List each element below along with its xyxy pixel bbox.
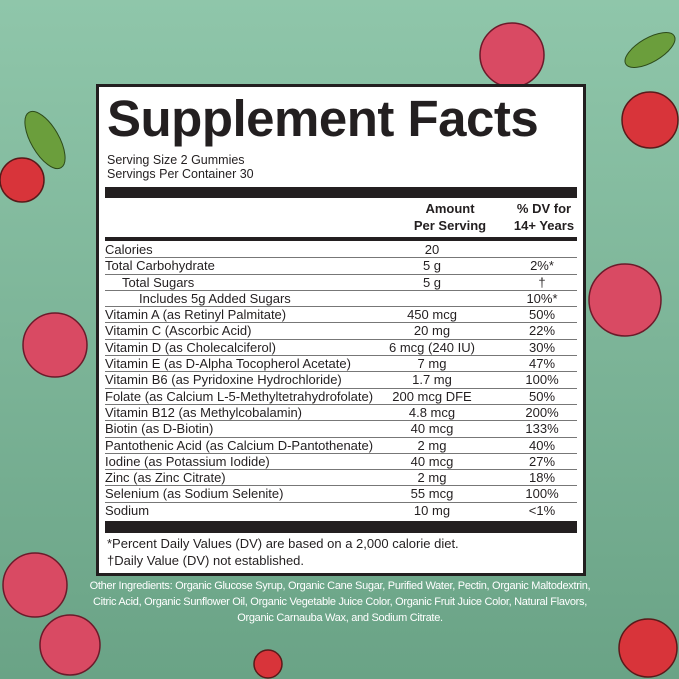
footnote-dagger: †Daily Value (DV) not established.	[107, 553, 305, 568]
nutrient-amount: 5 g	[422, 258, 442, 274]
nutrient-amount: 40 mcg	[410, 421, 454, 437]
table-row: Total Sugars 5 g †	[105, 275, 577, 291]
nutrient-dv: 47%	[528, 356, 556, 372]
table-row: Zinc (as Zinc Citrate) 2 mg 18%	[105, 470, 577, 487]
nutrient-dv: 200%	[525, 404, 559, 420]
nutrient-name: Zinc (as Zinc Citrate)	[105, 470, 226, 486]
raspberry-icon	[39, 614, 101, 676]
table-row: Sodium 10 mg <1%	[105, 503, 577, 519]
nutrient-amount: 450 mcg	[407, 307, 457, 323]
table-row: Total Carbohydrate 5 g 2%*	[105, 258, 577, 275]
table-row: Vitamin A (as Retinyl Palmitate) 450 mcg 5…	[105, 307, 577, 324]
nutrient-table: Calories 20 Total Carbohydrate 5 g 2%* Total …	[105, 242, 577, 519]
nutrient-name: Vitamin C (Ascorbic Acid)	[105, 323, 252, 339]
nutrient-amount: 2 mg	[417, 470, 447, 486]
amount-header: Amount Per Serving	[395, 200, 505, 234]
table-row: Calories 20	[105, 242, 577, 259]
table-row: Vitamin B6 (as Pyridoxine Hydrochloride)…	[105, 372, 577, 389]
nutrient-amount	[357, 291, 507, 306]
table-row: Includes 5g Added Sugars 10%*	[105, 290, 577, 308]
table-row: Vitamin E (as D-Alpha Tocopherol Acetate…	[105, 356, 577, 373]
nutrient-name: Total Sugars	[122, 274, 195, 290]
nutrient-name: Biotin (as D-Biotin)	[105, 421, 214, 437]
nutrient-name: Vitamin E (as D-Alpha Tocopherol Acetate…	[105, 356, 351, 372]
other-ingredients: Other Ingredients: Organic Glucose Syrup…	[89, 580, 591, 624]
nutrient-dv: 40%	[528, 437, 556, 453]
nutrient-amount: 40 mcg	[410, 453, 454, 469]
divider-thick	[105, 521, 577, 533]
nutrient-dv: 50%	[528, 388, 556, 404]
table-row: Folate (as Calcium L-5-Methyltetrahydrof…	[105, 389, 577, 405]
dv-header-line: % DV for	[516, 201, 572, 216]
amount-header-line: Amount	[425, 201, 475, 216]
nutrient-name: Calories	[105, 242, 153, 257]
nutrient-dv: 10%*	[526, 290, 558, 306]
cherry-icon	[0, 157, 45, 203]
nutrient-dv: 100%	[525, 486, 559, 502]
nutrient-name: Folate (as Calcium L-5-Methyltetrahydrof…	[105, 388, 374, 404]
nutrient-dv: <1%	[528, 502, 556, 518]
nutrient-amount: 55 mcg	[410, 486, 454, 502]
nutrient-dv: 50%	[528, 307, 556, 323]
nutrient-name: Vitamin B12 (as Methylcobalamin)	[105, 404, 303, 420]
nutrient-name: Selenium (as Sodium Selenite)	[105, 486, 284, 502]
nutrient-amount: 2 mg	[417, 437, 447, 453]
raspberry-icon	[22, 312, 88, 378]
nutrient-amount: 1.7 mg	[412, 372, 452, 388]
nutrient-name: Vitamin D (as Cholecalciferol)	[105, 339, 276, 355]
leaf-icon	[624, 32, 676, 68]
years-header-line: 14+ Years	[513, 218, 575, 233]
nutrient-dv: 2%*	[530, 258, 554, 274]
nutrient-dv	[507, 242, 577, 257]
dv-header: % DV for 14+ Years	[505, 200, 583, 234]
nutrient-amount: 6 mcg (240 IU)	[389, 339, 475, 355]
servings-per-container: Servings Per Container 30	[107, 167, 254, 181]
nutrient-amount: 20	[424, 242, 440, 257]
nutrient-dv: 27%	[528, 453, 556, 469]
nutrient-name: Pantothenic Acid (as Calcium D-Pantothen…	[105, 437, 374, 453]
nutrient-dv: 18%	[528, 470, 556, 486]
cherry-icon	[621, 91, 679, 149]
table-row: Pantothenic Acid (as Calcium D-Pantothen…	[105, 438, 577, 454]
table-row: Selenium (as Sodium Selenite) 55 mcg 100%	[105, 486, 577, 503]
nutrient-name: Total Carbohydrate	[105, 258, 215, 274]
raspberry-icon	[2, 552, 68, 618]
raspberry-icon	[588, 263, 662, 337]
table-row: Biotin (as D-Biotin) 40 mcg 133%	[105, 421, 577, 438]
table-row: Vitamin C (Ascorbic Acid) 20 mg 22%	[105, 323, 577, 340]
nutrient-dv: 30%	[528, 339, 556, 355]
nutrient-name: Includes 5g Added Sugars	[139, 290, 291, 306]
per-serving-header-line: Per Serving	[413, 218, 487, 233]
nutrient-dv: 133%	[525, 421, 559, 437]
serving-size: Serving Size 2 Gummies	[107, 153, 245, 167]
table-row: Vitamin D (as Cholecalciferol) 6 mcg (240…	[105, 339, 577, 357]
panel-title: Supplement Facts	[107, 90, 539, 147]
divider-medium	[105, 237, 577, 241]
supplement-facts-panel: Supplement Facts Serving Size 2 Gummies …	[96, 84, 586, 576]
nutrient-amount: 10 mg	[413, 502, 451, 518]
nutrient-name: Vitamin A (as Retinyl Palmitate)	[105, 307, 287, 323]
nutrient-name: Vitamin B6 (as Pyridoxine Hydrochloride)	[105, 372, 342, 388]
nutrient-amount: 5 g	[422, 274, 442, 290]
footnote-dv: *Percent Daily Values (DV) are based on …	[107, 536, 459, 551]
nutrient-dv: 100%	[525, 372, 559, 388]
nutrient-dv: 22%	[528, 323, 556, 339]
nutrient-dv: †	[538, 274, 546, 290]
nutrient-amount: 7 mg	[417, 356, 447, 372]
nutrient-amount: 4.8 mcg	[408, 404, 456, 420]
divider-thick	[105, 187, 577, 198]
table-row: Iodine (as Potassium Iodide) 40 mcg 27%	[105, 453, 577, 471]
cherry-icon	[253, 649, 283, 679]
nutrient-amount: 20 mg	[413, 323, 451, 339]
nutrient-amount: 200 mcg DFE	[392, 388, 472, 404]
raspberry-icon	[479, 22, 545, 88]
leaf-icon	[24, 110, 66, 170]
table-row: Vitamin B12 (as Methylcobalamin) 4.8 mcg 2…	[105, 404, 577, 422]
nutrient-name: Sodium	[105, 502, 150, 518]
nutrient-name: Iodine (as Potassium Iodide)	[105, 453, 270, 469]
cherry-icon	[618, 618, 678, 678]
